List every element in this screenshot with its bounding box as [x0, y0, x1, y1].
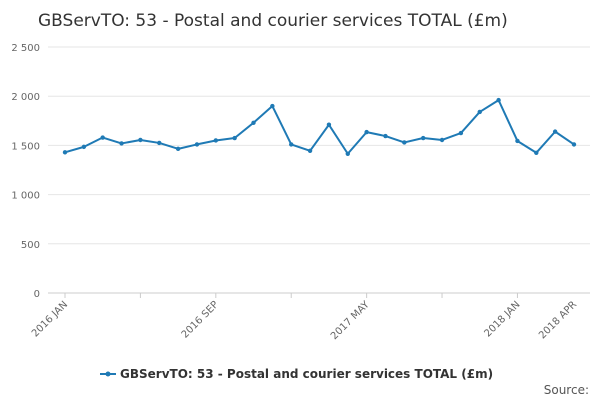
x-tick-label: 2017 MAY — [329, 299, 372, 342]
x-tick-label: 2018 APR — [537, 299, 579, 341]
data-point[interactable] — [326, 122, 332, 127]
data-point[interactable] — [194, 142, 200, 147]
data-point[interactable] — [157, 140, 162, 146]
data-point[interactable] — [515, 138, 520, 144]
data-point[interactable] — [100, 135, 105, 140]
chart-title: GBServTO: 53 - Postal and courier servic… — [38, 11, 508, 31]
data-point[interactable] — [552, 129, 558, 134]
legend-label[interactable]: GBServTO: 53 - Postal and courier servic… — [120, 367, 493, 381]
data-point[interactable] — [232, 135, 237, 141]
x-axis: 2016 JAN 2016 SEP 2017 MAY 2018 JAN 2018 APR — [30, 292, 590, 342]
data-point[interactable] — [402, 140, 407, 145]
y-tick-label: 500 — [21, 240, 40, 251]
data-point[interactable] — [364, 129, 369, 135]
y-axis-ticks: 0 500 1 000 1 500 2 000 2 500 — [11, 43, 40, 300]
data-point[interactable] — [458, 130, 464, 136]
data-point[interactable] — [289, 142, 294, 147]
data-point[interactable] — [439, 137, 445, 143]
x-tick-label: 2016 SEP — [180, 299, 221, 340]
data-point[interactable] — [383, 133, 388, 139]
data-point[interactable] — [307, 148, 313, 154]
series-layer — [62, 97, 577, 156]
data-point[interactable] — [534, 150, 539, 155]
data-point[interactable] — [138, 137, 143, 143]
legend-marker — [105, 371, 111, 377]
y-tick-label: 2 000 — [11, 92, 40, 103]
data-point[interactable] — [420, 135, 426, 141]
data-point[interactable] — [496, 97, 501, 103]
y-tick-label: 0 — [34, 289, 40, 300]
data-point[interactable] — [81, 144, 87, 150]
data-point[interactable] — [213, 138, 219, 143]
source-label: Source: — [544, 383, 589, 397]
data-point[interactable] — [571, 142, 577, 147]
y-tick-label: 1 000 — [11, 191, 40, 202]
y-tick-label: 2 500 — [11, 43, 40, 54]
data-point[interactable] — [270, 103, 275, 109]
data-point[interactable] — [345, 151, 350, 156]
data-point[interactable] — [175, 146, 181, 152]
gridlines — [48, 46, 590, 245]
series-line — [64, 99, 575, 155]
x-tick-label: 2018 JAN — [482, 299, 522, 339]
legend[interactable]: GBServTO: 53 - Postal and courier servic… — [100, 367, 493, 381]
y-tick-label: 1 500 — [11, 141, 40, 152]
x-tick-label: 2016 JAN — [30, 299, 70, 339]
data-point[interactable] — [62, 150, 68, 155]
data-point[interactable] — [477, 109, 482, 115]
data-point[interactable] — [119, 141, 124, 146]
data-point[interactable] — [251, 120, 256, 125]
